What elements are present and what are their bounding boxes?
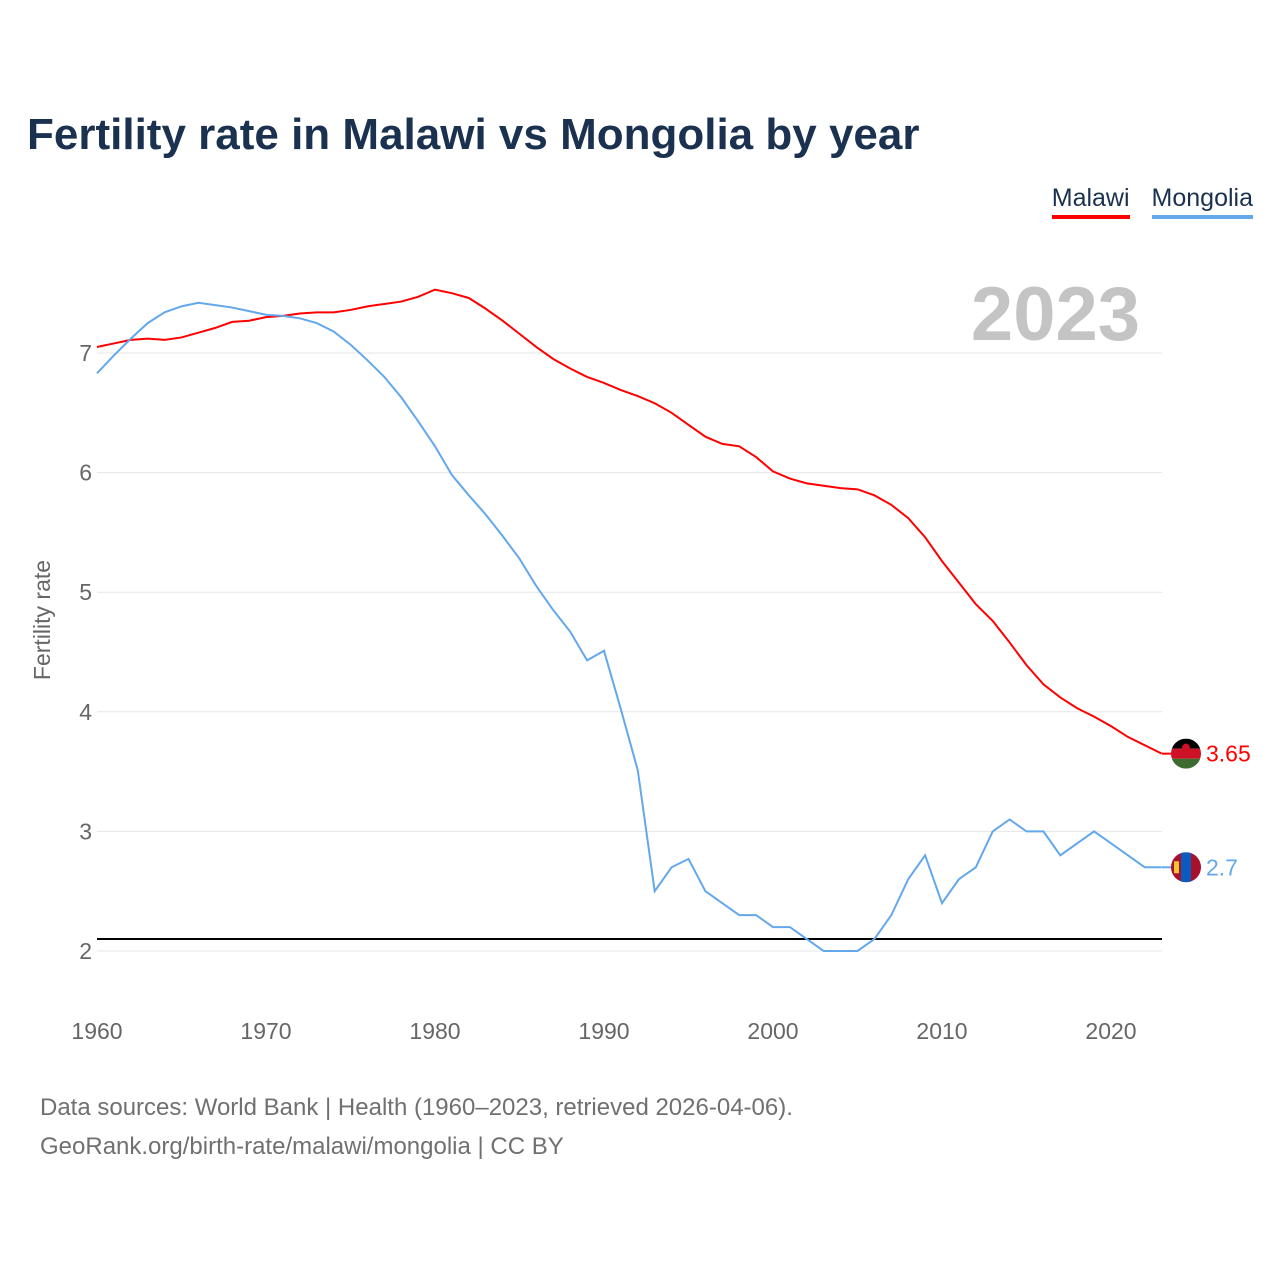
source-line-2[interactable]: GeoRank.org/birth-rate/malawi/mongolia |… [40,1133,564,1160]
flag-stripe [1171,748,1201,759]
x-tick-label: 1960 [71,1018,122,1044]
y-tick-label: 7 [79,340,92,366]
y-tick-label: 6 [79,460,92,486]
end-value-label: 2.7 [1206,854,1238,880]
x-tick-label: 1970 [240,1018,291,1044]
y-axis-label: Fertility rate [29,560,55,680]
x-tick-label: 2020 [1085,1018,1136,1044]
source-note: Data sources: World Bank | Health (1960–… [40,1088,793,1166]
flag-stripe [1171,758,1201,769]
flag-soyombo [1174,861,1179,874]
legend: Malawi Mongolia [1051,184,1253,219]
series-line-malawi [96,288,1163,755]
end-value-label: 3.65 [1206,741,1251,767]
source-line-1: Data sources: World Bank | Health (1960–… [40,1094,793,1121]
year-watermark: 2023 [971,272,1140,357]
flag-sun [1182,743,1190,752]
y-tick-label: 3 [79,818,92,844]
x-tick-label: 2000 [747,1018,798,1044]
x-tick-label: 2010 [916,1018,967,1044]
x-tick-label: 1980 [409,1018,460,1044]
malawi-flag-icon [1171,738,1201,769]
legend-malawi[interactable]: Malawi [1051,184,1130,219]
series-line-mongolia [96,301,1162,952]
flag-body [1171,852,1201,883]
y-tick-label: 5 [79,579,92,605]
chart-title: Fertility rate in Malawi vs Mongolia by … [27,110,920,159]
mongolia-flag-icon [1171,852,1201,883]
flag-body [1171,738,1201,769]
flag-stripe [1181,852,1191,883]
y-tick-label: 2 [79,938,92,964]
legend-mongolia[interactable]: Mongolia [1151,184,1253,219]
x-tick-label: 1990 [578,1018,629,1044]
y-tick-label: 4 [79,699,92,725]
